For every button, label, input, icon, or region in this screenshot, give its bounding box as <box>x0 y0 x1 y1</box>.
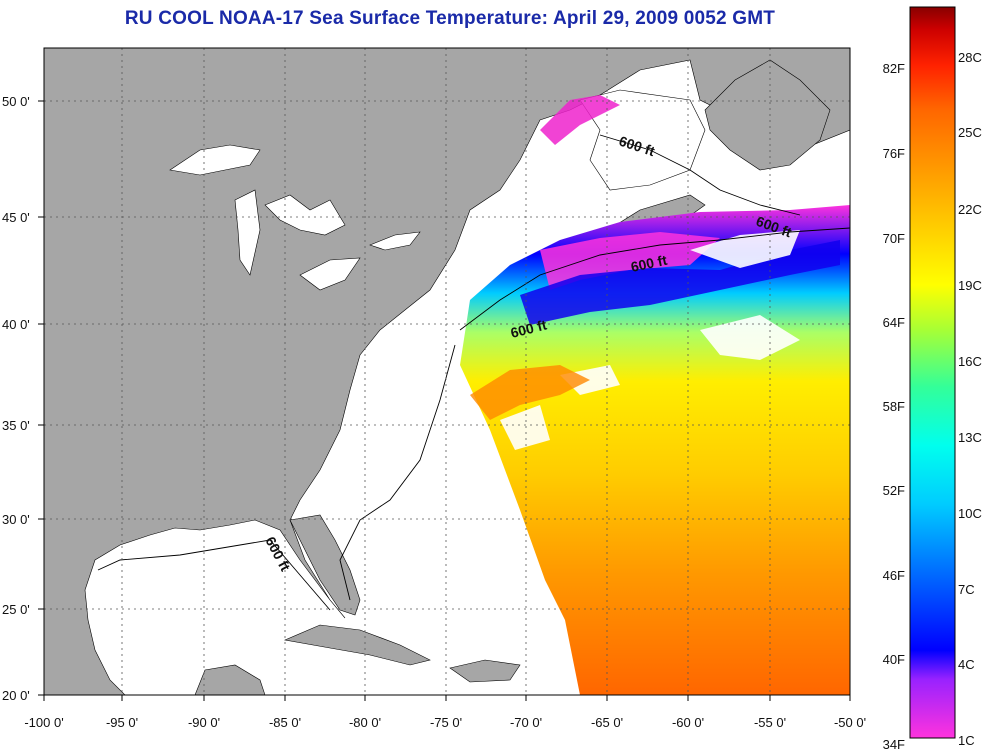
colorbar-celsius-label: 25C <box>958 125 982 140</box>
colorbar-celsius-label: 19C <box>958 278 982 293</box>
land-florida <box>289 514 361 616</box>
contour-line <box>599 134 801 216</box>
y-axis: 50 0' 45 0' 40 0' 35 0' 30 0' 25 0' 20 0' <box>2 94 44 703</box>
y-tick-label: 35 0' <box>2 418 30 433</box>
y-tick-label: 20 0' <box>2 688 30 703</box>
contour-line <box>459 227 850 331</box>
sst-cold-region-stlawrence <box>540 95 620 145</box>
colorbar-fahrenheit-label: 76F <box>883 146 905 161</box>
land-newfoundland <box>704 59 831 171</box>
colorbar-fahrenheit-label: 82F <box>883 61 905 76</box>
y-tick-label: 25 0' <box>2 602 30 617</box>
great-lakes <box>169 144 421 291</box>
colorbar-celsius-label: 22C <box>958 202 982 217</box>
colorbar-celsius-label: 28C <box>958 50 982 65</box>
colorbar-celsius-label: 4C <box>958 657 975 672</box>
colorbar-celsius-label: 1C <box>958 733 975 748</box>
x-tick-label: -90 0' <box>188 715 220 730</box>
land-yucatan <box>194 664 266 695</box>
colorbar-fahrenheit-label: 40F <box>883 652 905 667</box>
map-frame <box>43 47 851 696</box>
x-tick-label: -65 0' <box>591 715 623 730</box>
sst-gulfstream <box>470 365 590 420</box>
contour-label: 600 ft <box>629 252 668 275</box>
y-tick-label: 40 0' <box>2 317 30 332</box>
colorbar-fahrenheit-label: 46F <box>883 568 905 583</box>
x-tick-label: -80 0' <box>349 715 381 730</box>
gulf-st-lawrence <box>579 89 706 191</box>
colorbar-fahrenheit-label: 70F <box>883 231 905 246</box>
map-title: RU COOL NOAA-17 Sea Surface Temperature:… <box>124 8 776 29</box>
x-tick-label: -95 0' <box>106 715 138 730</box>
colorbar-fahrenheit-label: 58F <box>883 399 905 414</box>
colorbar-celsius-label: 16C <box>958 354 982 369</box>
contour-line <box>97 539 331 611</box>
colorbar-labels: 82F 76F 70F 64F 58F 52F 46F 40F 34F 28C 25C 22C 19C 1… <box>883 50 982 752</box>
land-hispaniola <box>449 659 521 683</box>
y-tick-label: 45 0' <box>2 210 30 225</box>
y-tick-label: 50 0' <box>2 94 30 109</box>
x-tick-label: -60 0' <box>672 715 704 730</box>
x-tick-label: -85 0' <box>269 715 301 730</box>
x-axis: -100 0' -95 0' -90 0' -85 0' -80 0' -75 0' -70… <box>24 695 866 730</box>
y-tick-label: 30 0' <box>2 512 30 527</box>
colorbar-celsius-label: 13C <box>958 430 982 445</box>
grid-lines <box>44 48 850 695</box>
x-tick-label: -75 0' <box>430 715 462 730</box>
colorbar-fahrenheit-label: 34F <box>883 737 905 752</box>
colorbar-fahrenheit-label: 52F <box>883 483 905 498</box>
colorbar-celsius-label: 10C <box>958 506 982 521</box>
x-tick-label: -70 0' <box>510 715 542 730</box>
colorbar-fahrenheit-label: 64F <box>883 315 905 330</box>
x-tick-label: -50 0' <box>834 715 866 730</box>
contour-line <box>339 344 456 601</box>
x-tick-label: -100 0' <box>24 715 63 730</box>
colorbar-celsius-label: 7C <box>958 582 975 597</box>
x-tick-label: -55 0' <box>754 715 786 730</box>
land-cuba <box>283 624 431 666</box>
colorbar <box>909 6 956 739</box>
